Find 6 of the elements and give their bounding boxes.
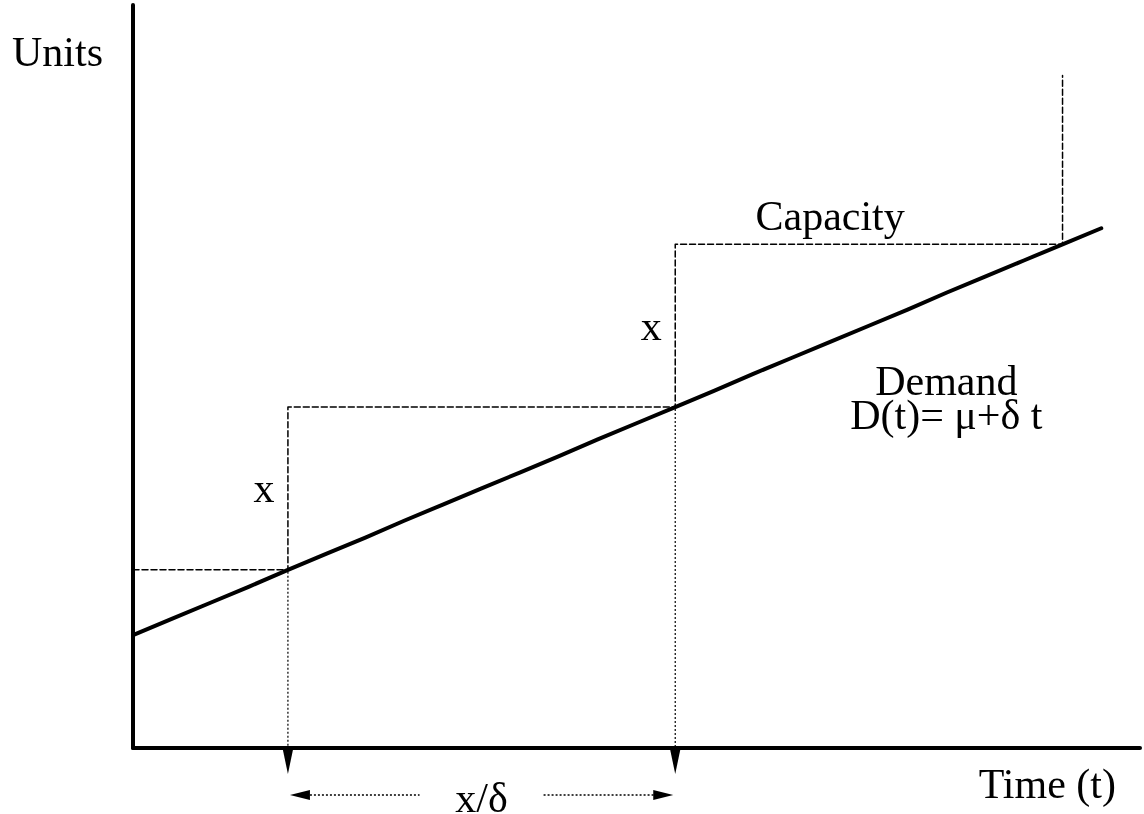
annotation: x (640, 302, 662, 349)
annotation: x (253, 465, 275, 512)
x-axis-title: Time (t) (978, 761, 1116, 808)
text: x/δ (455, 775, 508, 814)
y-axis-title: Units (12, 29, 104, 75)
series-label: Capacity (755, 193, 905, 240)
